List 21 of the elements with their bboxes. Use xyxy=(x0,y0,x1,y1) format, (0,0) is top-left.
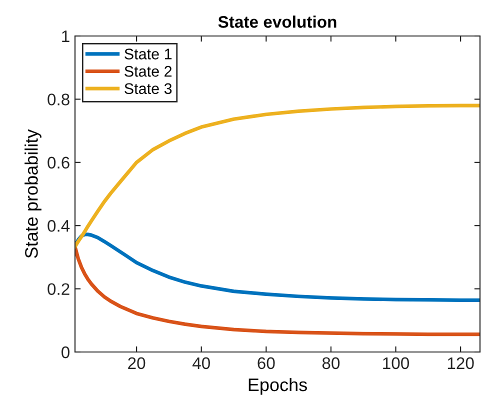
x-tick-label: 100 xyxy=(383,357,410,370)
x-tick-label: 20 xyxy=(128,357,146,370)
line-series xyxy=(75,232,480,302)
line-series xyxy=(75,244,480,336)
y-axis-title: State probability xyxy=(24,129,42,258)
x-tick-label: 120 xyxy=(448,357,474,370)
chart-title: State evolution xyxy=(218,16,336,28)
y-tick-label: 1 xyxy=(62,30,70,42)
y-tick-label: 0 xyxy=(62,346,70,358)
x-tick-label: 40 xyxy=(192,357,210,370)
y-tick-label: 0.8 xyxy=(48,94,70,106)
legend-label: State 2 xyxy=(124,66,172,77)
x-tick-label: 80 xyxy=(322,357,340,370)
legend-label: State 1 xyxy=(124,48,172,60)
line-series xyxy=(75,104,480,248)
x-tick-label: 60 xyxy=(258,357,275,370)
y-tick-label: 0.4 xyxy=(48,220,70,232)
x-axis-title: Epochs xyxy=(248,378,307,395)
y-tick-label: 0.6 xyxy=(48,156,70,169)
y-tick-label: 0.2 xyxy=(48,283,70,296)
legend-label: State 3 xyxy=(124,83,172,94)
